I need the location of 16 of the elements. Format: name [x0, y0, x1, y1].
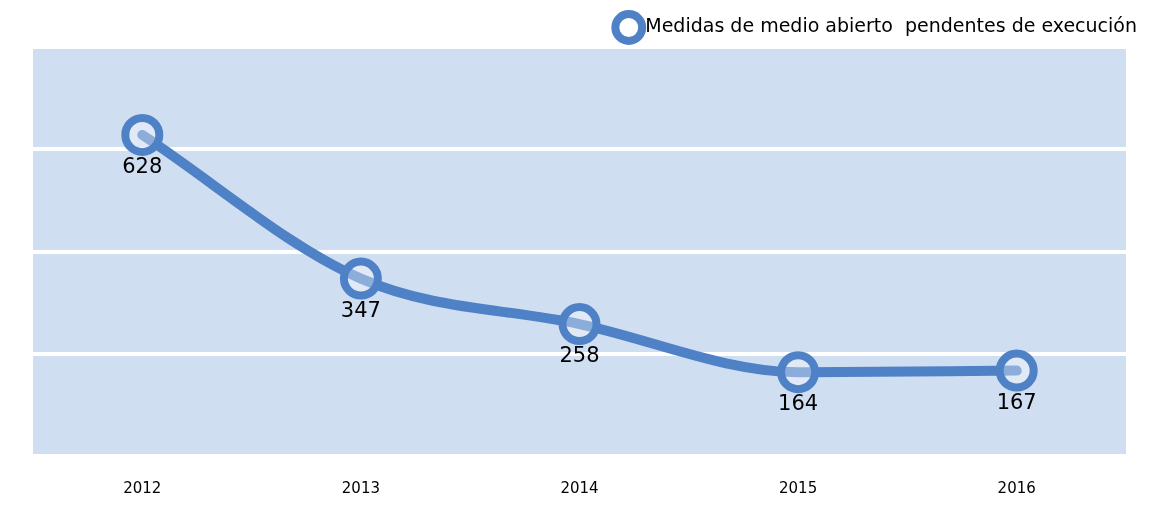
point — [339, 257, 382, 300]
legend-label: Medidas de medio abierto pendentes de execución — [645, 14, 1138, 37]
data-label: 628 — [122, 153, 163, 178]
point — [121, 113, 164, 156]
data-label: 347 — [340, 297, 381, 322]
point — [995, 349, 1038, 392]
point — [777, 351, 820, 394]
point — [558, 303, 601, 346]
x-tick-label: 2015 — [779, 478, 818, 497]
x-tick-label: 2013 — [341, 478, 380, 497]
x-tick-label: 2012 — [123, 478, 162, 497]
data-label: 164 — [778, 391, 819, 416]
data-label: 167 — [996, 389, 1037, 414]
x-tick-label: 2014 — [560, 478, 599, 497]
x-tick-label: 2016 — [997, 478, 1036, 497]
data-label: 258 — [559, 343, 600, 368]
